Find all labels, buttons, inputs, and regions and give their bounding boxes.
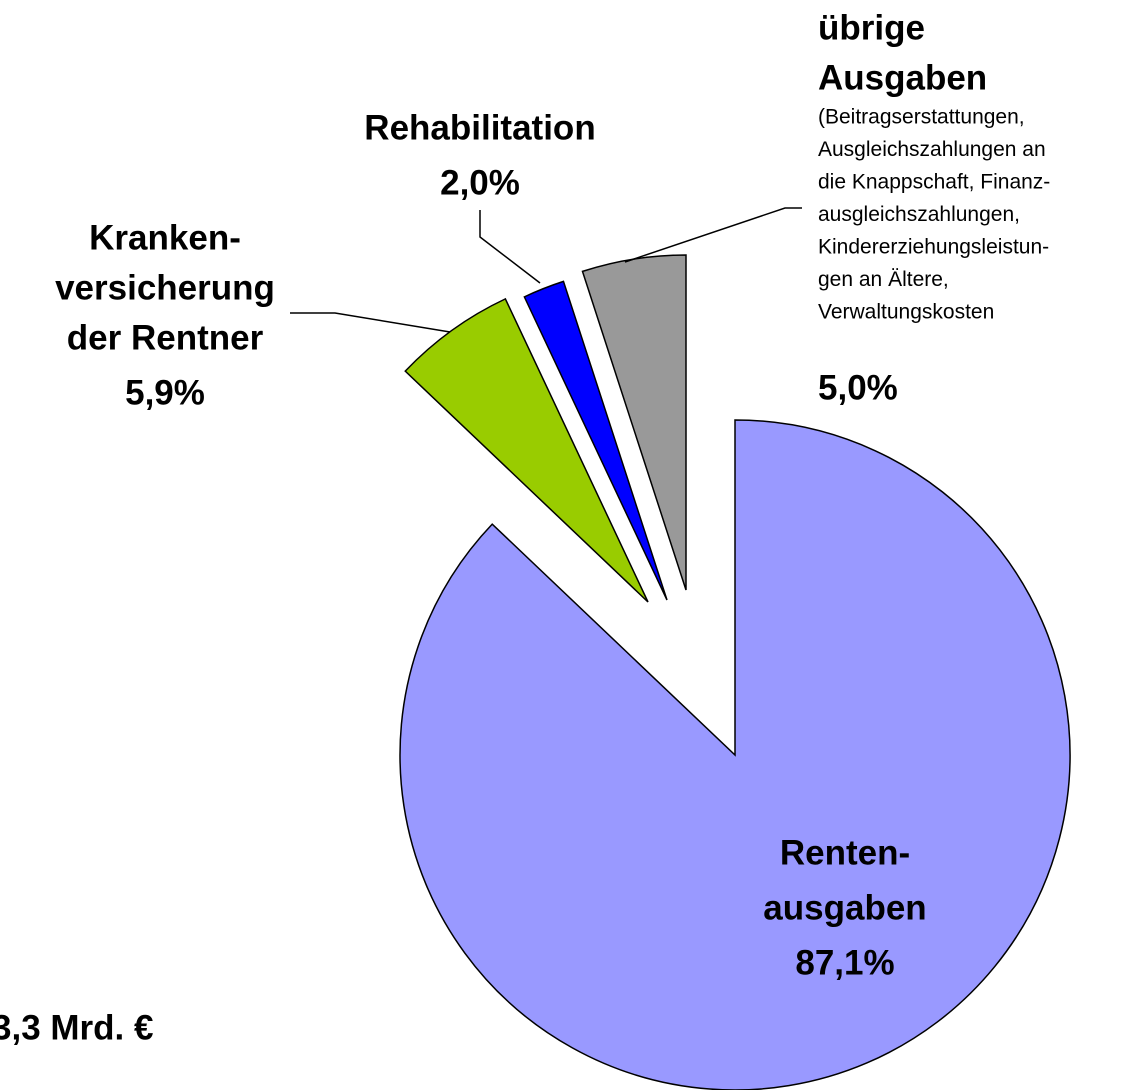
- annotation: ausgleichszahlungen,: [818, 203, 1020, 226]
- annotation: Kindererziehungsleistun-: [818, 236, 1049, 259]
- leader-line: [290, 312, 451, 333]
- pie-slice: [404, 297, 649, 603]
- annotation: Verwaltungskosten: [818, 301, 994, 324]
- value-label: 87,1%: [795, 943, 894, 982]
- annotation: gen an Ältere,: [818, 268, 949, 291]
- slice-label: versicherung: [55, 268, 275, 307]
- leader-line: [624, 207, 802, 263]
- annotation: (Beitragserstattungen,: [818, 106, 1025, 129]
- slice-label: übrige: [818, 8, 925, 47]
- slice-label: ausgaben: [763, 888, 926, 927]
- annotation: Ausgleichszahlungen an: [818, 138, 1046, 161]
- annotation: die Knappschaft, Finanz-: [818, 171, 1050, 194]
- total-label: 3,3 Mrd. €: [0, 1008, 153, 1047]
- value-label: 5,0%: [818, 368, 898, 407]
- slice-label: Ausgaben: [818, 58, 987, 97]
- value-label: 5,9%: [125, 373, 205, 412]
- slice-label: der Rentner: [67, 318, 264, 357]
- pie-slice: [523, 280, 668, 601]
- pie-slice: [399, 419, 1071, 1090]
- value-label: 2,0%: [440, 163, 520, 202]
- slice-label: Kranken-: [89, 218, 241, 257]
- leader-line: [479, 210, 541, 284]
- slice-label: Renten-: [780, 833, 910, 872]
- slice-label: Rehabilitation: [364, 108, 595, 147]
